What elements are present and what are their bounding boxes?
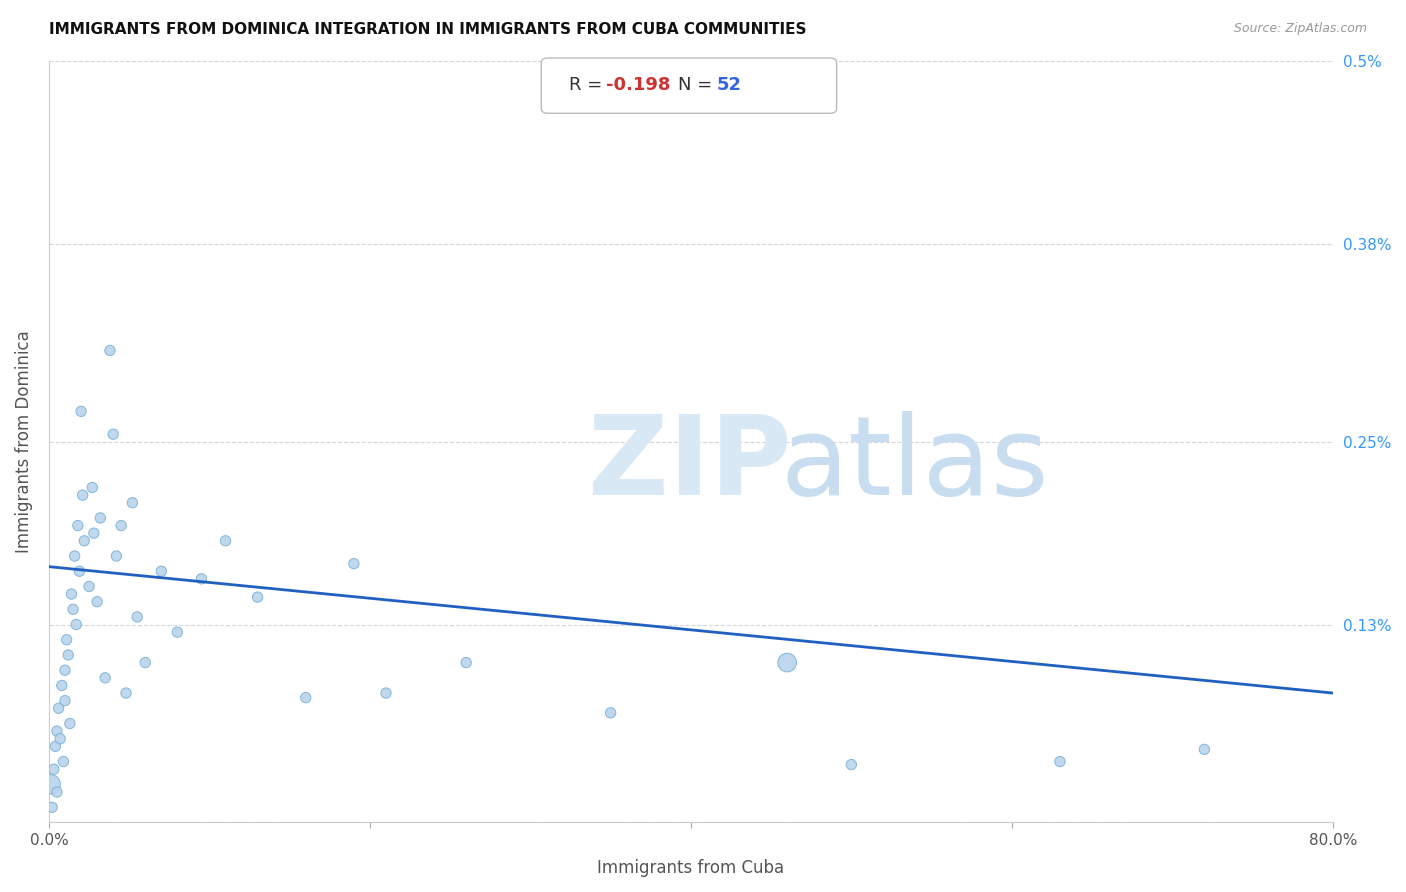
Point [343, 557, 366, 571]
Point [294, 690, 316, 705]
Point [62, 602, 84, 616]
Point [599, 706, 621, 720]
Text: Source: ZipAtlas.com: Source: ZipAtlas.com [1233, 22, 1367, 36]
Point [89, 511, 111, 525]
Text: 52: 52 [717, 76, 742, 94]
Point [82, 481, 104, 495]
Point [1049, 755, 1071, 769]
Point [60, 587, 83, 601]
Text: IMMIGRANTS FROM DOMINICA INTEGRATION IN IMMIGRANTS FROM CUBA COMMUNITIES: IMMIGRANTS FROM DOMINICA INTEGRATION IN … [49, 22, 807, 37]
Point [46, 785, 69, 799]
Point [63, 549, 86, 563]
Point [105, 549, 128, 563]
Text: atlas: atlas [780, 411, 1049, 518]
Point [58, 648, 80, 662]
Point [776, 656, 799, 670]
Point [115, 686, 138, 700]
Point [49, 731, 72, 746]
Point [94, 671, 117, 685]
Point [110, 518, 132, 533]
Point [86, 595, 108, 609]
Point [150, 564, 173, 578]
Point [39, 777, 62, 791]
Point [48, 701, 70, 715]
Point [841, 757, 863, 772]
Text: N =: N = [678, 76, 717, 94]
Text: R =: R = [569, 76, 609, 94]
Text: -0.198: -0.198 [606, 76, 671, 94]
Point [190, 572, 212, 586]
Point [134, 656, 156, 670]
Point [246, 590, 269, 604]
Point [66, 518, 89, 533]
X-axis label: Immigrants from Cuba: Immigrants from Cuba [598, 859, 785, 877]
Point [46, 724, 69, 739]
Point [127, 610, 149, 624]
Point [69, 564, 91, 578]
Point [44, 739, 66, 754]
Point [52, 755, 75, 769]
Point [166, 625, 188, 640]
Point [1194, 742, 1216, 756]
Point [83, 526, 105, 541]
Point [70, 404, 93, 418]
Point [53, 663, 76, 677]
Point [41, 800, 63, 814]
Point [65, 617, 87, 632]
Y-axis label: Immigrants from Dominica: Immigrants from Dominica [15, 330, 32, 553]
Point [42, 762, 65, 776]
Point [375, 686, 398, 700]
Point [456, 656, 478, 670]
Point [214, 533, 236, 548]
Point [53, 693, 76, 707]
Point [72, 488, 94, 502]
Point [77, 579, 100, 593]
Point [51, 678, 73, 692]
Point [101, 427, 124, 442]
Point [121, 496, 143, 510]
Text: ZIP: ZIP [588, 411, 792, 518]
Point [73, 533, 96, 548]
Point [55, 632, 77, 647]
Point [98, 343, 121, 358]
Point [59, 716, 82, 731]
